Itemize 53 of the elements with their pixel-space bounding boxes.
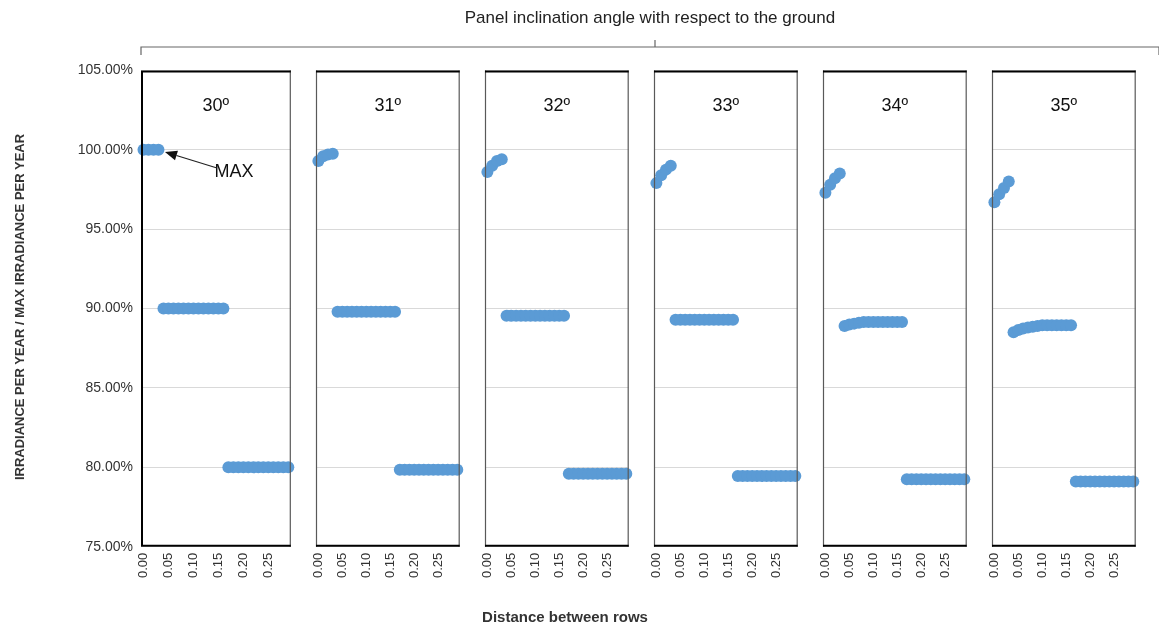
x-tick-label: 0.00 [478, 552, 494, 579]
x-tick-label: 0.20 [234, 552, 250, 579]
annotation: 30º [202, 95, 230, 116]
x-tick-label: 0.00 [135, 552, 151, 579]
annotation: 34º [881, 95, 909, 116]
x-tick-label: 0.15 [888, 552, 904, 579]
annotation: 35º [1050, 95, 1078, 116]
y-tick-label: 75.00% [85, 537, 133, 554]
x-tick-label: 0.20 [743, 552, 759, 579]
x-tick-label: 0.05 [333, 552, 349, 579]
annotation: 32º [543, 95, 571, 116]
x-tick-label: 0.10 [185, 552, 201, 579]
x-tick-label: 0.25 [429, 552, 445, 579]
x-tick-label: 0.05 [840, 552, 856, 579]
y-tick-label: 100.00% [77, 140, 133, 157]
y-tick-label: 90.00% [85, 299, 133, 316]
y-tick-label: 85.00% [85, 378, 133, 395]
x-tick-label: 0.10 [357, 552, 373, 579]
y-tick-label: 80.00% [85, 458, 133, 475]
x-tick-label: 0.10 [864, 552, 880, 579]
x-tick-label: 0.15 [1057, 552, 1073, 579]
x-tick-label: 0.00 [816, 552, 832, 579]
x-tick-label: 0.05 [1009, 552, 1025, 579]
y-axis-title: IRRADIANCE PER YEAR / MAX IRRADIANCE PER YEAR [11, 133, 27, 481]
x-tick-label: 0.25 [767, 552, 783, 579]
x-tick-label: 0.25 [259, 552, 275, 579]
x-tick-label: 0.15 [719, 552, 735, 579]
x-tick-label: 0.20 [912, 552, 928, 579]
annotation: 31º [374, 95, 402, 116]
y-tick-label: 105.00% [77, 61, 133, 78]
x-tick-label: 0.00 [309, 552, 325, 579]
text: Distance between rows [481, 608, 649, 625]
x-tick-label: 0.15 [209, 552, 225, 579]
annotation: 33º [712, 95, 740, 116]
x-tick-label: 0.25 [1105, 552, 1121, 579]
x-tick-label: 0.10 [1033, 552, 1049, 579]
x-tick-label: 0.00 [647, 552, 663, 579]
x-tick-label: 0.20 [1081, 552, 1097, 579]
x-tick-label: 0.05 [502, 552, 518, 579]
x-tick-label: 0.15 [550, 552, 566, 579]
x-tick-label: 0.05 [671, 552, 687, 579]
x-tick-label: 0.25 [598, 552, 614, 579]
annotation: MAX [214, 160, 254, 181]
text: Panel inclination angle with respect to the ground [463, 8, 837, 28]
x-tick-label: 0.10 [695, 552, 711, 579]
y-tick-label: 95.00% [85, 220, 133, 237]
x-tick-label: 0.10 [526, 552, 542, 579]
x-tick-label: 0.20 [574, 552, 590, 579]
x-tick-label: 0.20 [405, 552, 421, 579]
x-tick-label: 0.05 [160, 552, 176, 579]
x-tick-label: 0.25 [936, 552, 952, 579]
x-tick-label: 0.15 [381, 552, 397, 579]
x-tick-label: 0.00 [985, 552, 1001, 579]
